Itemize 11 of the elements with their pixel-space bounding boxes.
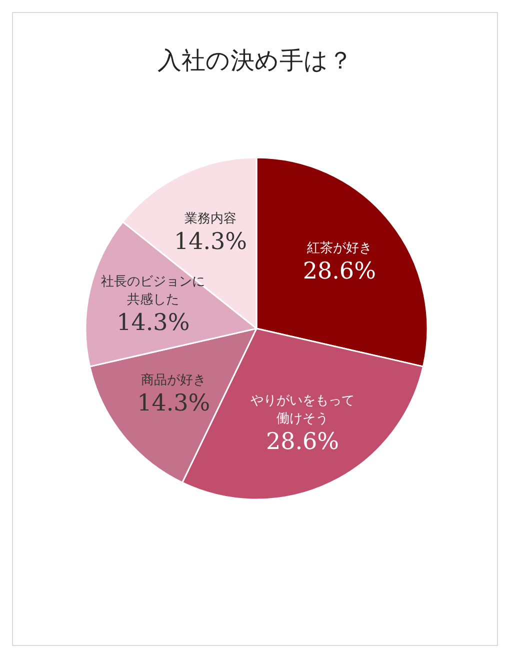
chart-title: 入社の決め手は？ [158, 46, 352, 74]
data-label: 14.3% [116, 310, 190, 336]
data-label: 14.3% [174, 228, 248, 255]
slice-label: 紅茶が好き [306, 240, 372, 256]
data-label: 28.6% [302, 258, 376, 284]
data-label: 14.3% [137, 390, 210, 417]
slice-label: 社長のビジョンに共感した [101, 274, 206, 308]
slice-label: 商品が好き [141, 373, 206, 388]
data-label: 28.6% [266, 429, 340, 456]
slice-label: 業務内容 [184, 210, 236, 226]
slice-label: やりがいをもって働けそう [250, 394, 354, 427]
